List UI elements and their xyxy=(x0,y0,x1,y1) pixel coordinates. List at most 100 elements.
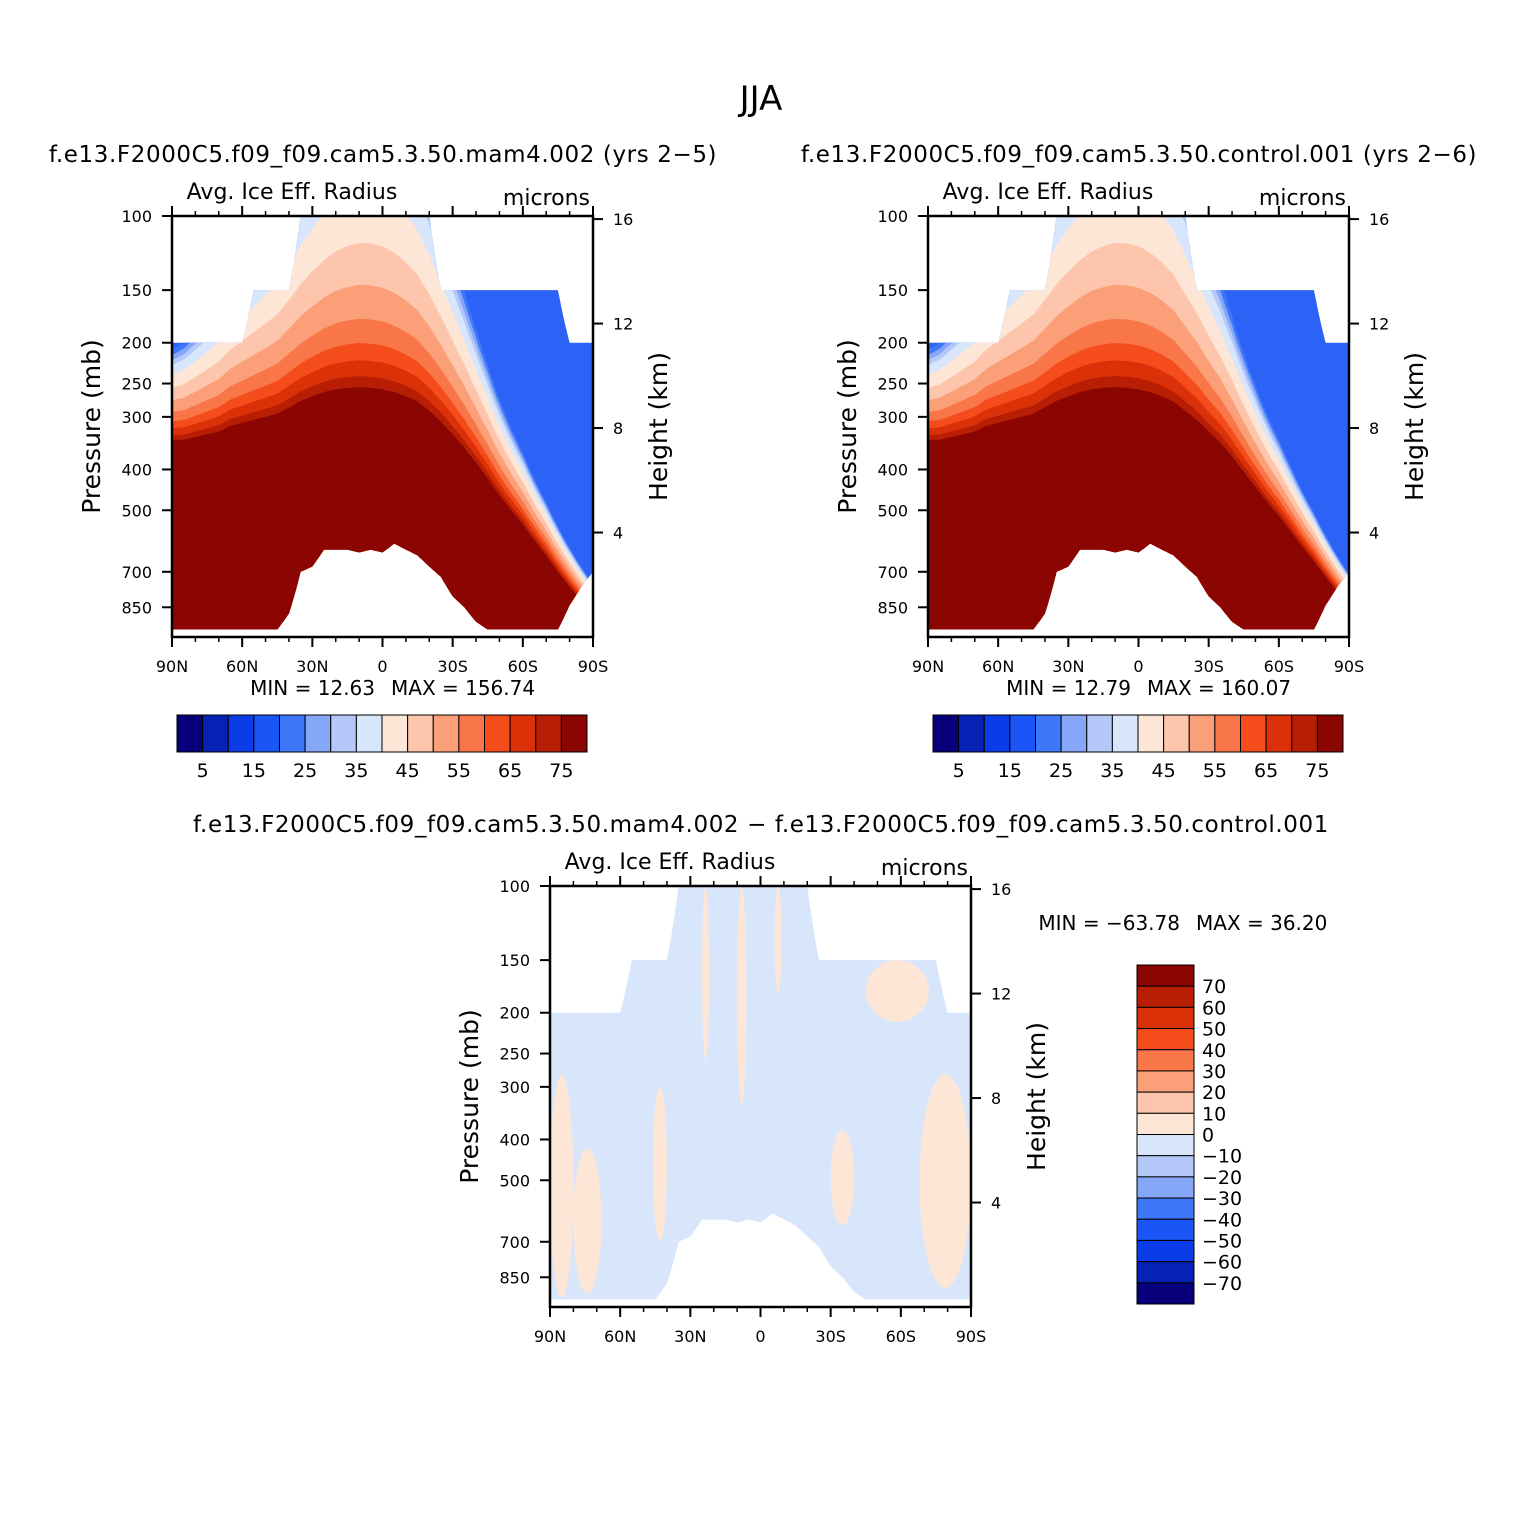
max-value: MAX = 160.07 xyxy=(1147,676,1291,700)
y-tick-label: 300 xyxy=(877,408,908,427)
y-right-tick-label: 16 xyxy=(613,210,633,229)
y-tick-label: 250 xyxy=(121,375,152,394)
colorbar-label: 30 xyxy=(1202,1061,1226,1083)
x-tick-label: 60N xyxy=(982,657,1014,676)
y-tick-label: 100 xyxy=(499,877,530,896)
field-core xyxy=(928,387,1349,630)
plot-area xyxy=(550,886,971,1300)
field-positive-patch xyxy=(652,1086,667,1242)
x-tick-label: 0 xyxy=(377,657,387,676)
colorbar-label: −60 xyxy=(1202,1252,1242,1274)
colorbar-label: 25 xyxy=(1049,760,1073,782)
colorbar-box xyxy=(458,714,485,753)
colorbar-box xyxy=(560,714,588,753)
plot-area xyxy=(172,216,593,630)
colorbar-label: 55 xyxy=(1203,760,1227,782)
y-tick-label: 700 xyxy=(121,563,152,582)
y-tick-label: 500 xyxy=(499,1171,530,1190)
y-tick-label: 150 xyxy=(499,951,530,970)
colorbar-box xyxy=(535,714,562,753)
x-tick-label: 30N xyxy=(296,657,328,676)
colorbar-label: 65 xyxy=(498,760,522,782)
units-label: microns xyxy=(1259,186,1346,211)
colorbar-box xyxy=(1136,1197,1195,1220)
colorbar-label: 20 xyxy=(1202,1082,1226,1104)
x-tick-label: 90S xyxy=(956,1327,987,1346)
y-tick-label: 200 xyxy=(121,334,152,353)
y-right-tick-label: 4 xyxy=(991,1194,1001,1213)
colorbar-label: −30 xyxy=(1202,1188,1242,1210)
y-tick-label: 400 xyxy=(877,460,908,479)
colorbar-label: 75 xyxy=(549,760,573,782)
colorbar-box xyxy=(176,714,204,753)
colorbar-box xyxy=(1136,1028,1195,1051)
y-right-tick-label: 8 xyxy=(991,1089,1001,1108)
colorbar-box xyxy=(1136,1218,1195,1241)
colorbar-box xyxy=(958,714,985,753)
colorbar-box xyxy=(227,714,255,753)
y-axis-label: Pressure (mb) xyxy=(833,339,862,513)
field-positive-patch xyxy=(865,960,929,1022)
case-label-difference: f.e13.F2000C5.f09_f09.cam5.3.50.mam4.002… xyxy=(193,812,1329,838)
y-tick-label: 300 xyxy=(121,408,152,427)
y-right-tick-label: 4 xyxy=(613,524,623,543)
colorbar-box xyxy=(1163,714,1190,753)
colorbar-label: 70 xyxy=(1202,976,1226,998)
colorbar-box xyxy=(1136,1112,1195,1135)
colorbar-label: 35 xyxy=(344,760,368,782)
max-value: MAX = 36.20 xyxy=(1196,911,1327,935)
x-tick-label: 60S xyxy=(1264,657,1295,676)
x-tick-label: 60S xyxy=(886,1327,917,1346)
colorbar-box xyxy=(1136,1091,1195,1114)
colorbar-box xyxy=(1136,1282,1195,1305)
y-axis-right-label: Height (km) xyxy=(1400,352,1429,501)
colorbar-label: 15 xyxy=(242,760,266,782)
colorbar-label: −10 xyxy=(1202,1146,1242,1168)
y-tick-label: 500 xyxy=(877,501,908,520)
y-axis-right-label: Height (km) xyxy=(644,352,673,501)
colorbar-box xyxy=(1291,714,1318,753)
x-tick-label: 60N xyxy=(604,1327,636,1346)
y-right-tick-label: 12 xyxy=(1369,315,1389,334)
colorbar-box xyxy=(1265,714,1293,753)
colorbar-box xyxy=(1060,714,1088,753)
x-tick-label: 30S xyxy=(815,1327,846,1346)
colorbar-label: 45 xyxy=(1152,760,1176,782)
colorbar-box xyxy=(932,714,960,753)
colorbar-label: 5 xyxy=(197,760,209,782)
units-label: microns xyxy=(881,856,968,881)
field-positive-patch xyxy=(830,1130,855,1226)
y-tick-label: 400 xyxy=(121,460,152,479)
y-right-tick-label: 12 xyxy=(991,985,1011,1004)
colorbar-box xyxy=(983,714,1011,753)
y-tick-label: 700 xyxy=(877,563,908,582)
colorbar-box xyxy=(1137,714,1165,753)
figure-title: JJA xyxy=(738,79,783,119)
panel-difference: Avg. Ice Eff. Radius microns 90N 60N 30N 0 30S… xyxy=(455,850,1327,1346)
case-label-left: f.e13.F2000C5.f09_f09.cam5.3.50.mam4.002… xyxy=(49,142,717,168)
units-label: microns xyxy=(503,186,590,211)
colorbar-label: 75 xyxy=(1305,760,1329,782)
colorbar-box xyxy=(330,714,357,753)
colorbar-label: 25 xyxy=(293,760,317,782)
colorbar-box xyxy=(202,714,229,753)
y-tick-label: 200 xyxy=(877,334,908,353)
min-value: MIN = −63.78 xyxy=(1038,911,1180,935)
x-tick-label: 90S xyxy=(578,657,609,676)
colorbar-box xyxy=(1316,714,1344,753)
field-core xyxy=(172,387,593,630)
colorbar-box xyxy=(1188,714,1216,753)
colorbar-box xyxy=(279,714,306,753)
colorbar-box xyxy=(1136,1239,1195,1263)
colorbar-box xyxy=(1136,964,1195,987)
plot-title: Avg. Ice Eff. Radius xyxy=(187,180,398,205)
data-fill xyxy=(928,216,1349,630)
x-tick-label: 90N xyxy=(534,1327,566,1346)
case-label-right: f.e13.F2000C5.f09_f09.cam5.3.50.control.… xyxy=(801,142,1477,168)
colorbar-box xyxy=(304,714,332,753)
colorbar-box xyxy=(1086,714,1113,753)
colorbar-label: −70 xyxy=(1202,1273,1242,1295)
colorbar-box xyxy=(1136,1070,1195,1093)
y-right-tick-label: 16 xyxy=(991,880,1011,899)
